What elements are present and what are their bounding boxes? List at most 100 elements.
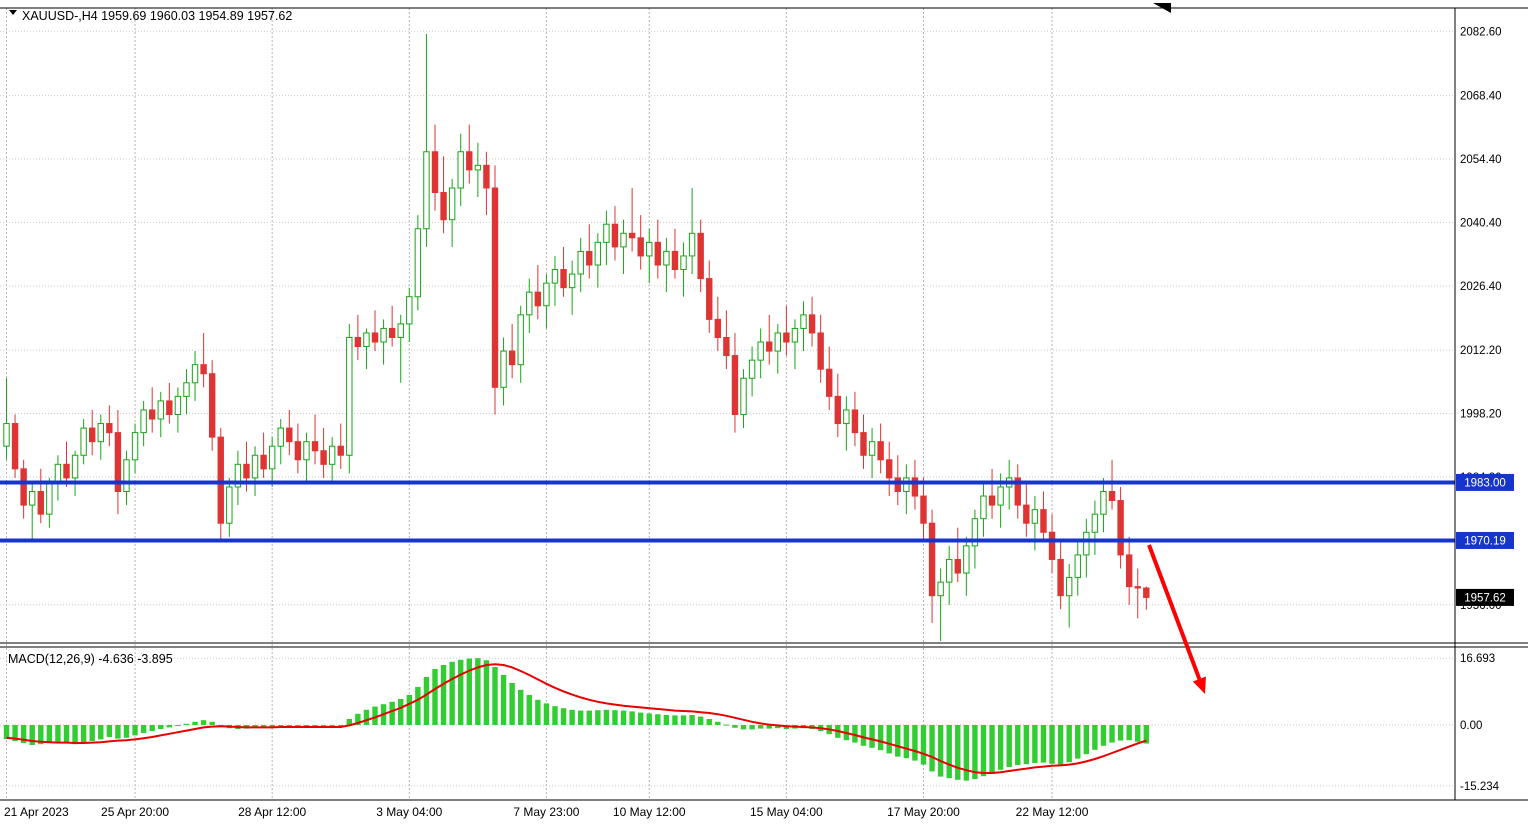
macd-histogram-bar — [432, 669, 438, 725]
candle-down — [766, 341, 773, 352]
candle-down — [706, 278, 713, 320]
chart-shift-icon[interactable] — [1153, 3, 1171, 13]
macd-histogram-bar — [1049, 725, 1055, 764]
macd-histogram-bar — [680, 715, 687, 725]
candle-up — [131, 432, 139, 461]
candle-down — [243, 463, 250, 479]
macd-histogram-bar — [55, 725, 61, 742]
candle-down — [166, 400, 173, 415]
macd-histogram-bar — [260, 725, 267, 728]
macd-histogram-bar — [1135, 725, 1141, 742]
candle-up — [123, 459, 130, 493]
candle-up — [568, 273, 576, 289]
macd-histogram-bar — [509, 683, 515, 725]
hline-price-label: 1983.00 — [1464, 477, 1506, 489]
candle-up — [620, 232, 627, 248]
candle-down — [1108, 491, 1116, 502]
candle-down — [671, 250, 679, 271]
macd-histogram-bar — [1032, 725, 1038, 763]
macd-histogram-bar — [175, 725, 181, 726]
macd-histogram-bar — [1083, 725, 1090, 755]
macd-histogram-bar — [1126, 725, 1132, 741]
macd-histogram-bar — [12, 725, 18, 741]
candle-up — [380, 327, 387, 343]
candle-down — [731, 355, 739, 415]
candle-down — [714, 318, 722, 338]
hline-price-label: 1970.19 — [1464, 535, 1506, 547]
macd-histogram-bar — [440, 665, 447, 725]
date-label: 3 May 04:00 — [376, 805, 442, 819]
candle-down — [89, 427, 96, 443]
candle-down — [954, 558, 961, 574]
candle-down — [928, 522, 936, 597]
candle-up — [363, 332, 370, 348]
macd-histogram-bar — [29, 725, 35, 745]
candle-up — [500, 350, 507, 388]
candle-up — [997, 486, 1004, 506]
macd-tick-label: 0.00 — [1460, 720, 1482, 732]
trend-arrow-head[interactable] — [1192, 676, 1206, 694]
candle-down — [320, 450, 327, 465]
macd-histogram-bar — [749, 725, 755, 730]
candle-down — [988, 495, 996, 506]
macd-histogram-bar — [372, 706, 378, 725]
candle-down — [337, 445, 344, 456]
macd-histogram-bar — [723, 724, 730, 726]
candle-up — [757, 341, 764, 361]
macd-histogram-bar — [475, 658, 481, 725]
candle-down — [20, 468, 27, 506]
main-chart-canvas[interactable] — [0, 8, 1455, 643]
candle-down — [483, 164, 490, 189]
macd-histogram-bar — [398, 699, 404, 725]
macd-panel-canvas[interactable] — [0, 647, 1455, 800]
date-label: 21 Apr 2023 — [4, 805, 69, 819]
candle-down — [200, 364, 207, 375]
price-tick-label: 2026.40 — [1460, 281, 1502, 293]
trend-arrow-line[interactable] — [1147, 544, 1202, 680]
macd-histogram-bar — [929, 725, 935, 772]
macd-histogram-bar — [149, 725, 155, 731]
candle-up — [157, 400, 164, 420]
candle-up — [191, 364, 199, 384]
macd-tick-label: 16.693 — [1460, 653, 1495, 665]
symbol-ohlc-label: XAUUSD-,H4 1959.69 1960.03 1954.89 1957.… — [22, 9, 292, 23]
macd-histogram-bar — [38, 725, 44, 745]
time-axis[interactable]: 21 Apr 2023 25 Apr 20:00 28 Apr 12:00 3 May… — [4, 805, 1089, 819]
candle-down — [637, 237, 644, 257]
candle-down — [1143, 587, 1150, 598]
candle-up — [646, 241, 653, 257]
macd-histogram-bar — [766, 725, 772, 729]
candle-up — [740, 377, 747, 415]
price-tick-label: 2040.40 — [1460, 217, 1502, 229]
macd-histogram-bar — [560, 708, 567, 725]
macd-histogram-bar — [3, 725, 10, 739]
horizontal-line-objects[interactable] — [0, 480, 1455, 543]
candle-up — [251, 454, 259, 479]
candle-down — [388, 327, 396, 338]
price-axis[interactable]: 2082.60 2068.40 2054.40 2040.40 2026.40 2012.… — [1456, 26, 1514, 793]
candle-up — [328, 445, 336, 465]
macd-histogram-bar — [920, 725, 927, 765]
candle-up — [80, 427, 87, 456]
arrow-annotation[interactable] — [1147, 544, 1206, 694]
macd-histogram-bar — [166, 725, 173, 728]
candle-down — [37, 491, 44, 515]
candle-down — [783, 332, 790, 343]
macd-histogram-bar — [1040, 725, 1047, 763]
candle-up — [800, 314, 807, 329]
macd-histogram-bar — [757, 725, 764, 729]
candle-down — [148, 409, 156, 420]
macd-indicator-label: MACD(12,26,9) -4.636 -3.895 — [8, 652, 173, 666]
candle-up — [226, 486, 233, 524]
candle-down — [354, 336, 362, 348]
macd-histogram-bar — [72, 725, 78, 745]
macd-histogram-bar — [629, 711, 635, 725]
macd-histogram-bar — [338, 725, 344, 727]
macd-histogram-bar — [115, 725, 121, 739]
macd-histogram-bar — [63, 725, 70, 743]
macd-histogram-bar — [877, 725, 884, 751]
macd-histogram-bar — [997, 725, 1004, 770]
candle-up — [397, 323, 404, 338]
macd-histogram-bar — [1023, 725, 1030, 765]
macd-histogram-bar — [869, 725, 875, 748]
